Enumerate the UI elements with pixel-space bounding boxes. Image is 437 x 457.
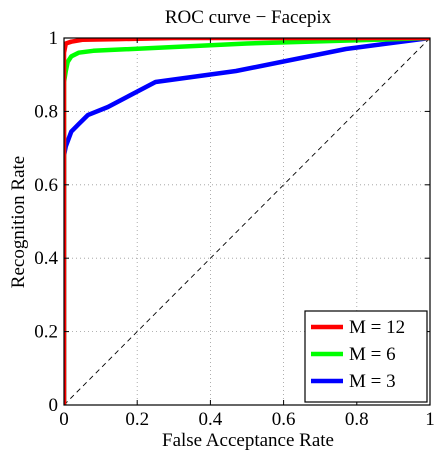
x-tick-label: 0.6	[272, 409, 296, 430]
legend-label: M = 12	[349, 317, 405, 338]
legend-box	[304, 310, 428, 403]
y-tick-labels: 0 0.2 0.4 0.6 0.8 1	[34, 28, 58, 416]
legend-label: M = 3	[349, 371, 396, 392]
y-tick-label: 1	[49, 28, 59, 49]
x-axis-label: False Acceptance Rate	[162, 430, 334, 451]
x-tick-label: 0.4	[199, 409, 223, 430]
x-tick-label: 1	[425, 409, 435, 430]
x-tick-label: 0.8	[345, 409, 369, 430]
x-tick-labels: 0 0.2 0.4 0.6 0.8 1	[59, 409, 435, 430]
x-tick-label: 0	[59, 409, 69, 430]
legend-label: M = 6	[349, 344, 396, 365]
y-tick-label: 0.8	[34, 101, 58, 122]
axis-ticks	[63, 37, 431, 406]
plot-frame	[63, 37, 431, 406]
y-tick-label: 0	[49, 395, 59, 416]
y-tick-label: 0.2	[34, 322, 58, 343]
y-tick-label: 0.4	[34, 248, 58, 269]
x-tick-label: 0.2	[125, 409, 149, 430]
y-axis-label: Recognition Rate	[8, 156, 29, 288]
y-tick-label: 0.6	[34, 175, 58, 196]
legend: M = 12 M = 6 M = 3	[304, 310, 428, 403]
chart-title: ROC curve − Facepix	[165, 7, 332, 28]
